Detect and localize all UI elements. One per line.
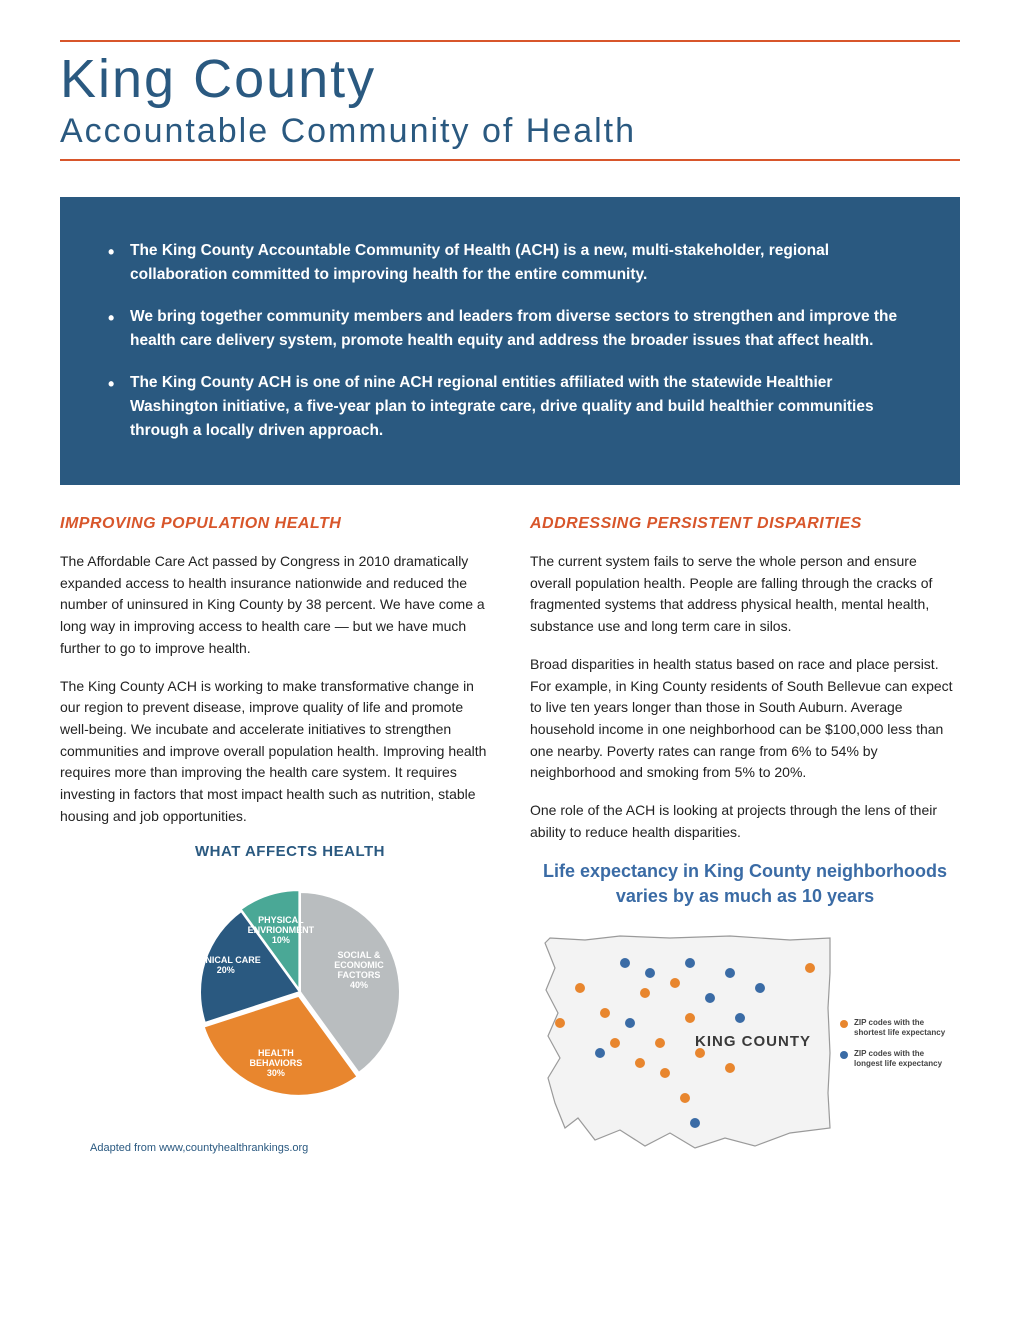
map-dot-blue <box>620 958 630 968</box>
map-region-label: KING COUNTY <box>695 1033 811 1050</box>
map-dot-blue <box>705 993 715 1003</box>
legend-dot-orange <box>840 1020 848 1028</box>
map-block: Life expectancy in King County neighborh… <box>530 859 960 1158</box>
left-paragraph: The King County ACH is working to make t… <box>60 676 490 828</box>
map-dot-orange <box>660 1068 670 1078</box>
intro-bullet: The King County ACH is one of nine ACH r… <box>108 371 912 443</box>
map-dot-orange <box>635 1058 645 1068</box>
legend-item-shortest: ZIP codes with the shortest life expecta… <box>840 1018 950 1039</box>
pie-chart-block: WHAT AFFECTS HEALTH SOCIAL &ECONOMICFACT… <box>60 843 490 1122</box>
map-dot-orange <box>555 1018 565 1028</box>
legend-text-shortest: ZIP codes with the shortest life expecta… <box>854 1018 950 1039</box>
map-dot-orange <box>680 1093 690 1103</box>
right-paragraph: One role of the ACH is looking at projec… <box>530 800 960 843</box>
map-dot-orange <box>640 988 650 998</box>
intro-bullet: We bring together community members and … <box>108 305 912 353</box>
map-dot-blue <box>725 968 735 978</box>
content-columns: IMPROVING POPULATION HEALTH The Affordab… <box>60 515 960 1158</box>
page-title: King County <box>60 48 960 110</box>
map-dot-blue <box>595 1048 605 1058</box>
map-dot-orange <box>600 1008 610 1018</box>
left-column: IMPROVING POPULATION HEALTH The Affordab… <box>60 515 490 1158</box>
map-dot-blue <box>755 983 765 993</box>
map-title: Life expectancy in King County neighborh… <box>530 859 960 908</box>
map-dot-blue <box>645 968 655 978</box>
pie-chart-title: WHAT AFFECTS HEALTH <box>90 843 490 860</box>
intro-bullet-list: The King County Accountable Community of… <box>108 239 912 443</box>
map-dot-orange <box>725 1063 735 1073</box>
map-dot-blue <box>735 1013 745 1023</box>
chart-attribution: Adapted from www,countyhealthrankings.or… <box>60 1142 490 1154</box>
legend-item-longest: ZIP codes with the longest life expectan… <box>840 1049 950 1070</box>
right-paragraph: The current system fails to serve the wh… <box>530 551 960 638</box>
header-rule-bottom <box>60 159 960 161</box>
right-paragraph: Broad disparities in health status based… <box>530 654 960 784</box>
intro-bullet: The King County Accountable Community of… <box>108 239 912 287</box>
map-dot-blue <box>690 1118 700 1128</box>
legend-text-longest: ZIP codes with the longest life expectan… <box>854 1049 950 1070</box>
map-dot-blue <box>625 1018 635 1028</box>
map-dot-orange <box>685 1013 695 1023</box>
map-dot-blue <box>685 958 695 968</box>
page-subtitle: Accountable Community of Health <box>60 112 960 151</box>
map-dot-orange <box>655 1038 665 1048</box>
map-dot-orange <box>805 963 815 973</box>
map-dot-orange <box>610 1038 620 1048</box>
left-paragraph: The Affordable Care Act passed by Congre… <box>60 551 490 659</box>
header-rule-top <box>60 40 960 42</box>
right-column: ADDRESSING PERSISTENT DISPARITIES The cu… <box>530 515 960 1158</box>
pie-chart: SOCIAL &ECONOMICFACTORS40%HEALTHBEHAVIOR… <box>150 872 430 1122</box>
map-legend: ZIP codes with the shortest life expecta… <box>840 1018 950 1080</box>
map-dot-orange <box>670 978 680 988</box>
map-dot-orange <box>575 983 585 993</box>
map-container: KING COUNTY ZIP codes with the shortest … <box>530 918 950 1158</box>
right-heading: ADDRESSING PERSISTENT DISPARITIES <box>530 515 960 533</box>
legend-dot-blue <box>840 1051 848 1059</box>
intro-callout-box: The King County Accountable Community of… <box>60 197 960 485</box>
left-heading: IMPROVING POPULATION HEALTH <box>60 515 490 533</box>
